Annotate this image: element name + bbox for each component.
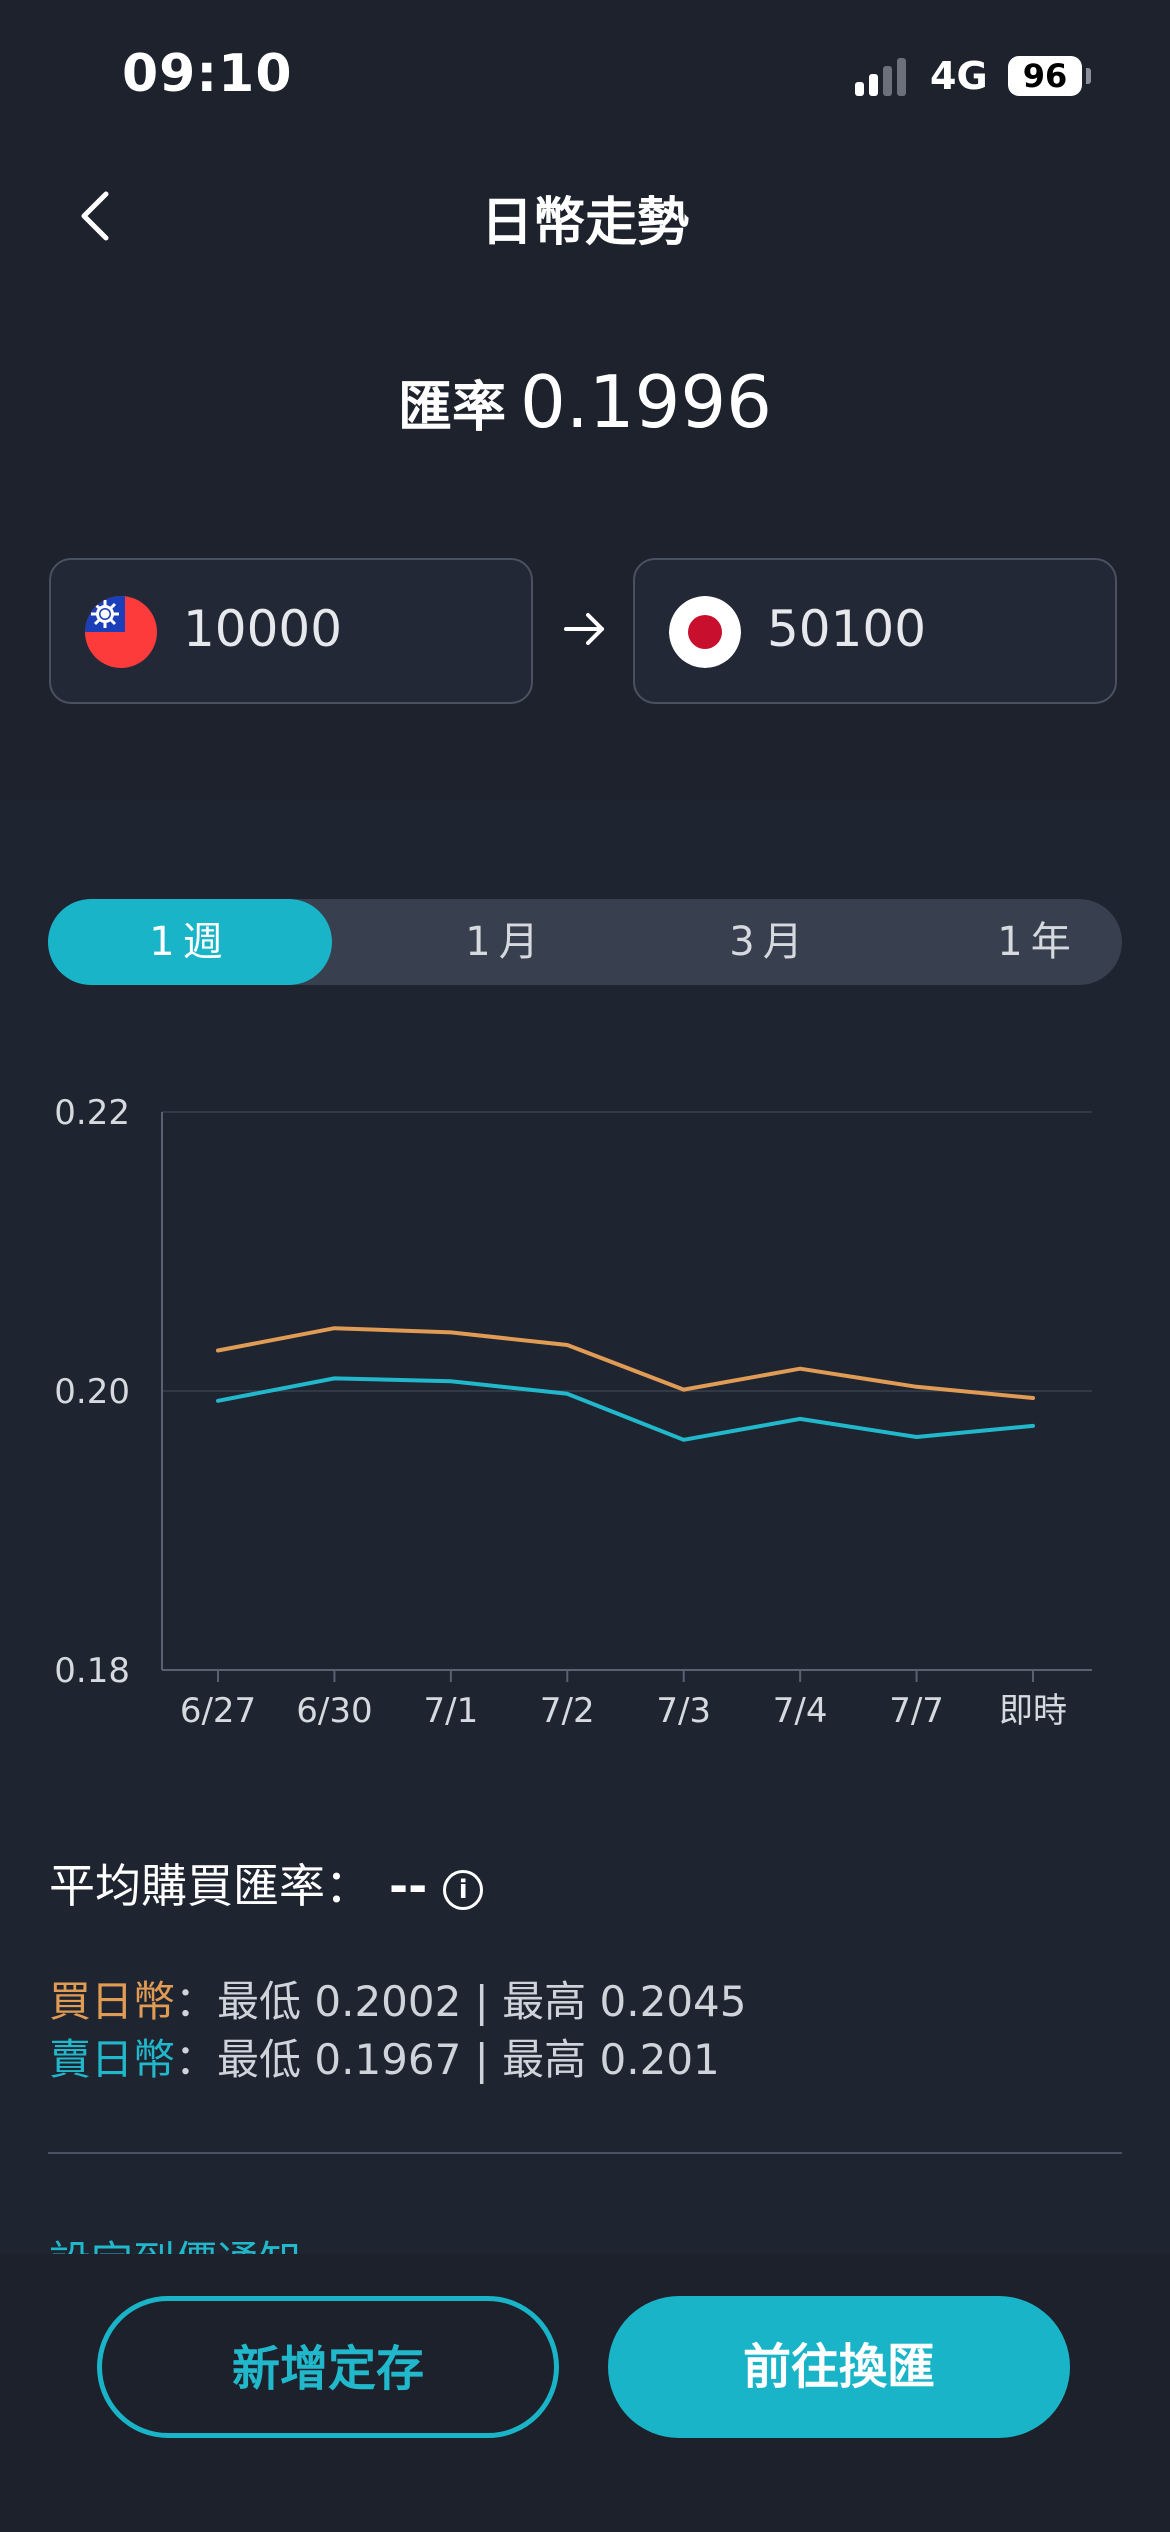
back-chevron-icon[interactable] [70, 186, 130, 246]
period-tabs: 1週 1月 3月 1年 [48, 899, 1122, 985]
signal-icon [855, 58, 915, 96]
tab-1-month[interactable]: 1月 [465, 919, 547, 965]
arrow-right-icon [564, 613, 604, 645]
network-label: 4G [930, 54, 988, 98]
battery-icon: 96 [1008, 56, 1082, 96]
battery-cap [1086, 68, 1091, 84]
rate-label: 匯率 [398, 375, 507, 439]
y-tick-label: 0.20 [54, 1372, 130, 1412]
taiwan-flag-icon [85, 596, 157, 668]
x-tick-label: 7/3 [656, 1691, 711, 1731]
price-alert-link[interactable]: 設定到價通知 › [49, 2228, 331, 2254]
sell-series-line [216, 1376, 1035, 1442]
x-tick-label: 6/30 [296, 1691, 372, 1731]
buy-range: 買日幣：最低 0.2002 | 最高 0.2045 [49, 1968, 747, 2029]
avg-rate-label: 平均購買匯率： [49, 1859, 371, 1913]
buy-series-line [216, 1326, 1035, 1400]
tab-1-week[interactable]: 1週 [48, 899, 332, 985]
sell-range: 賣日幣：最低 0.1967 | 最高 0.201 [49, 2026, 720, 2087]
rate-value: 0.1996 [520, 360, 772, 444]
to-amount-value: 50100 [767, 600, 927, 658]
add-deposit-button[interactable]: 新增定存 [97, 2296, 559, 2438]
average-rate: 平均購買匯率： -- i [49, 1850, 484, 1916]
page-title: 日幣走勢 [480, 193, 689, 253]
sell-label: 賣日幣 [49, 2035, 176, 2084]
japan-flag-icon [669, 596, 741, 668]
tab-3-month[interactable]: 3月 [729, 919, 811, 965]
to-amount-field[interactable]: 50100 [633, 558, 1117, 704]
go-exchange-button[interactable]: 前往換匯 [608, 2296, 1070, 2438]
buy-range-text: ：最低 0.2002 | 最高 0.2045 [175, 1977, 747, 2026]
y-tick-label: 0.18 [54, 1651, 130, 1691]
y-tick-label: 0.22 [54, 1093, 130, 1133]
divider [48, 2152, 1122, 2154]
x-tick-label: 7/4 [773, 1691, 828, 1731]
exchange-rate: 匯率 0.1996 [0, 360, 1170, 444]
x-tick-label: 7/2 [540, 1691, 595, 1731]
status-time: 09:10 [122, 44, 293, 104]
info-icon[interactable]: i [443, 1869, 484, 1910]
from-amount-value: 10000 [183, 600, 343, 658]
x-tick-label: 7/1 [423, 1691, 478, 1731]
from-amount-field[interactable]: 10000 [49, 558, 533, 704]
sell-range-text: ：最低 0.1967 | 最高 0.201 [175, 2035, 720, 2084]
rate-trend-chart: 0.22 0.20 0.18 6/27 6/30 7/1 7/2 7/3 7/4 7/7 即時 [54, 1093, 1092, 1731]
tab-1-year[interactable]: 1年 [997, 919, 1079, 965]
x-tick-label: 7/7 [889, 1691, 944, 1731]
x-tick-label: 6/27 [180, 1691, 256, 1731]
buy-label: 買日幣 [49, 1977, 176, 2026]
avg-rate-value: -- [389, 1859, 428, 1913]
x-tick-label: 即時 [999, 1691, 1067, 1731]
content-section [0, 800, 1170, 2532]
